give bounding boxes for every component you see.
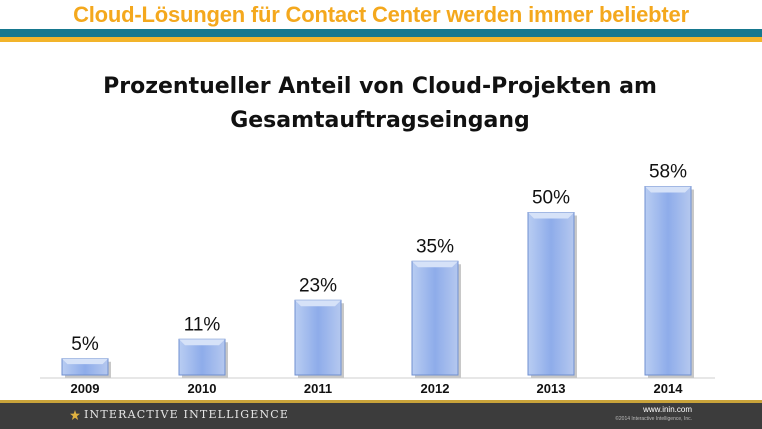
bar-bevel-2013 bbox=[528, 212, 574, 219]
category-label-2014: 2014 bbox=[654, 381, 684, 396]
value-label-2011: 23% bbox=[299, 275, 337, 296]
bar-2014 bbox=[644, 186, 692, 376]
category-label-2011: 2011 bbox=[304, 381, 332, 396]
bar-bevel-2012 bbox=[412, 261, 458, 268]
category-label-2010: 2010 bbox=[188, 381, 217, 396]
footer-url[interactable]: www.inin.com bbox=[643, 405, 692, 414]
bar-bevel-2009 bbox=[62, 358, 108, 365]
star-icon bbox=[70, 410, 80, 420]
bar-2012 bbox=[411, 260, 459, 376]
brand-name: INTERACTIVE INTELLIGENCE bbox=[84, 408, 290, 421]
category-label-2012: 2012 bbox=[421, 381, 450, 396]
value-label-2014: 58% bbox=[649, 162, 687, 183]
value-label-2009: 5% bbox=[71, 334, 99, 355]
bar-2013 bbox=[527, 212, 575, 376]
footer-stripe bbox=[0, 400, 762, 403]
bar-bevel-2010 bbox=[179, 339, 225, 346]
slide-title: Cloud-Lösungen für Contact Center werden… bbox=[73, 2, 689, 27]
header-stripe-teal bbox=[0, 29, 762, 37]
header-stripe-gold bbox=[0, 37, 762, 42]
bar-bevel-2014 bbox=[645, 186, 691, 193]
bar-2011 bbox=[294, 299, 342, 376]
footer-bar bbox=[0, 403, 762, 429]
footer-copyright: ©2014 Interactive Intelligence, Inc. bbox=[615, 416, 692, 422]
category-label-2009: 2009 bbox=[71, 381, 100, 396]
bar-chart: 5% 2009 11% 2010 23% 2011 35% 2012 50% 2013 58% 201… bbox=[40, 162, 715, 396]
value-label-2013: 50% bbox=[532, 188, 570, 209]
value-label-2012: 35% bbox=[416, 236, 454, 257]
category-label-2013: 2013 bbox=[537, 381, 566, 396]
value-label-2010: 11% bbox=[184, 314, 221, 335]
bar-bevel-2011 bbox=[295, 300, 341, 307]
chart-title: Prozentueller Anteil von Cloud-Projekten… bbox=[103, 74, 657, 133]
